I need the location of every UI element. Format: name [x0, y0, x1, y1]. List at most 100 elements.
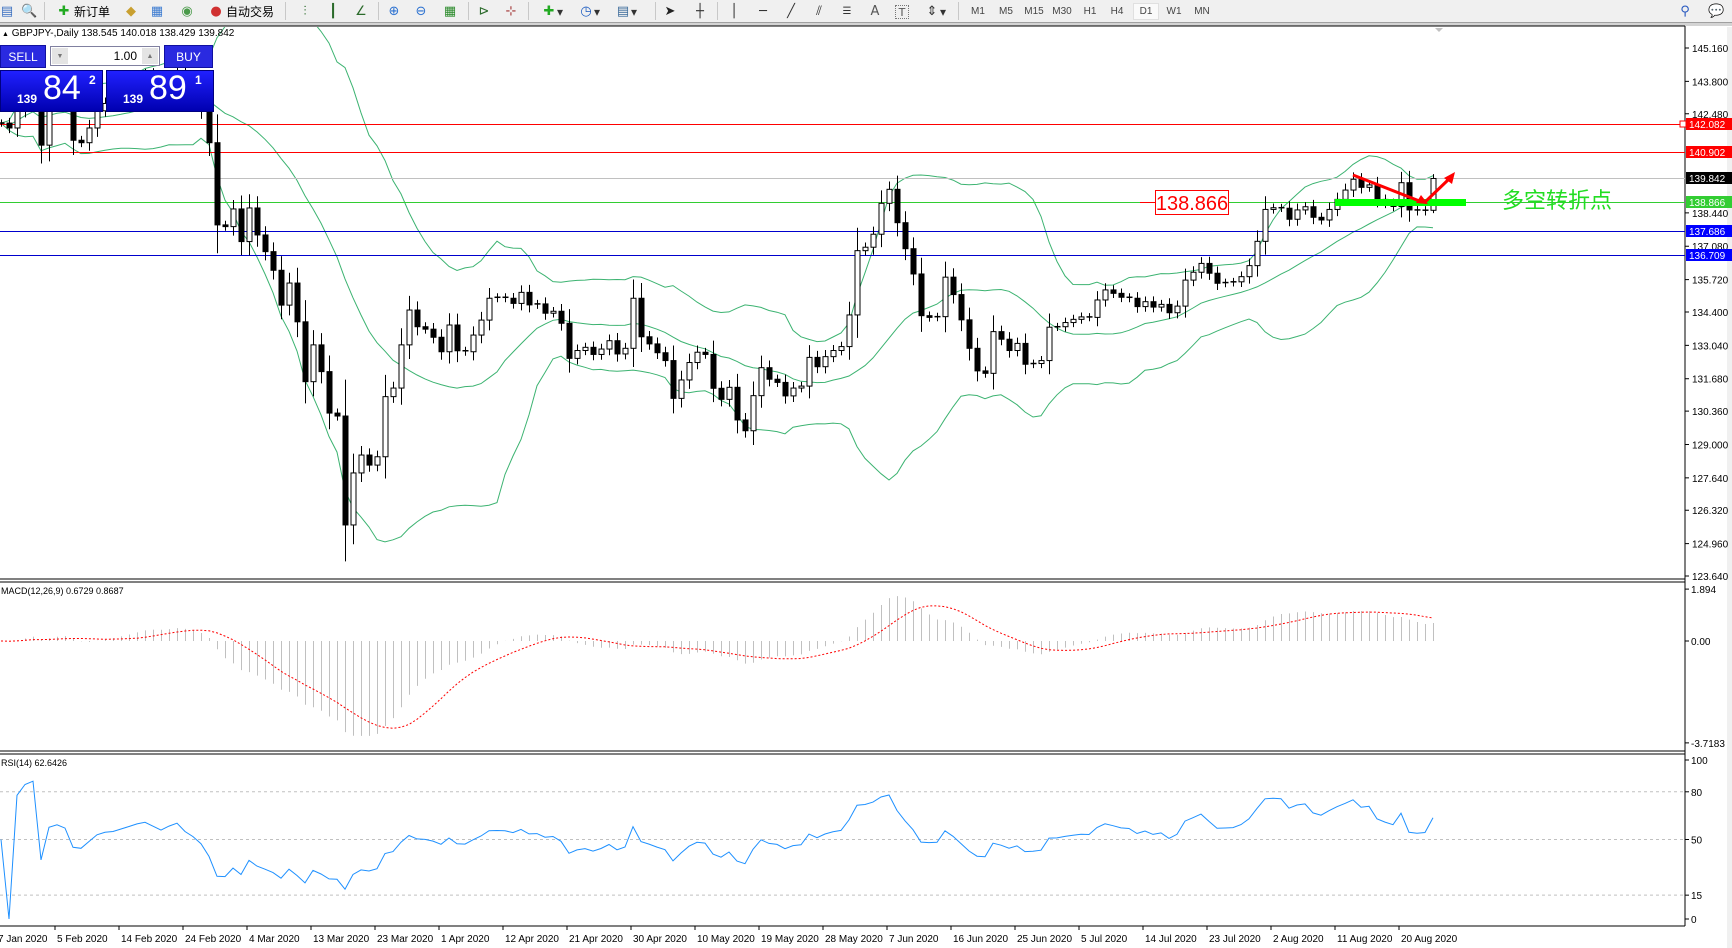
profiles-icon[interactable]: 🔍 [21, 3, 38, 19]
bar-chart-icon[interactable]: ⫶ [303, 3, 307, 19]
candle [814, 350, 821, 374]
indicators-icon[interactable]: ✚ ▾ [543, 3, 564, 19]
candle [1094, 291, 1101, 327]
candle [278, 256, 285, 320]
crosshair-icon[interactable]: ┼ [696, 3, 704, 19]
macd-signal-line [0, 605, 1434, 729]
candle-body [726, 386, 733, 400]
candle-body [382, 396, 389, 458]
candle-body [718, 387, 725, 400]
buy-price-box[interactable]: 139 89 1 [106, 69, 214, 112]
candle [590, 341, 597, 361]
arrows-icon[interactable]: ⇕ ▾ [926, 3, 947, 19]
trendline-icon[interactable]: ╱ [787, 3, 795, 19]
candle [358, 445, 365, 482]
horizontal-line-icon[interactable]: ─ [759, 3, 767, 19]
candle [1070, 314, 1077, 328]
line-chart-icon[interactable]: ∠ [355, 3, 367, 19]
sell-button[interactable]: SELL [0, 45, 46, 68]
timeframe-mn[interactable]: MN [1194, 6, 1210, 17]
candle [934, 312, 941, 322]
candle [646, 330, 653, 350]
templates-icon[interactable]: ▤ ▾ [616, 3, 638, 19]
timeframe-w1[interactable]: W1 [1166, 6, 1182, 17]
decrease-lot-icon[interactable]: ▼ [52, 48, 68, 64]
candle-body [1038, 360, 1045, 365]
candle-body [878, 202, 885, 235]
chart-shift-icon[interactable]: ⊹ [505, 3, 517, 19]
zoom-in-icon[interactable]: ⊕ [388, 3, 400, 19]
candle-body [334, 412, 341, 417]
high-value: 140.018 [120, 28, 157, 39]
new-order-button[interactable]: ✚ 新订单 [52, 2, 114, 21]
equidistant-channel-icon[interactable]: ⫽ [816, 3, 822, 19]
candle [1158, 299, 1165, 312]
chat-icon[interactable]: 💬 [1708, 3, 1725, 19]
candle-body [406, 309, 413, 346]
timeframe-m5[interactable]: M5 [999, 6, 1013, 17]
candle-body [414, 309, 421, 328]
increase-lot-icon[interactable]: ▲ [142, 48, 158, 64]
candle [414, 301, 421, 336]
text-icon[interactable]: A [870, 3, 880, 19]
candle [878, 190, 885, 248]
candlestick-icon[interactable]: ┃ [329, 3, 337, 19]
candle [1102, 283, 1109, 307]
metaeditor-icon[interactable]: ◆ [126, 3, 136, 19]
zoom-out-icon[interactable]: ⊖ [415, 3, 427, 19]
close-value: 139.842 [198, 28, 235, 39]
candle-body [478, 319, 485, 336]
candle-body [1326, 208, 1333, 221]
candle [1278, 203, 1285, 213]
tile-windows-icon[interactable]: ▦ [443, 3, 457, 19]
fibonacci-icon[interactable]: ☰ [842, 5, 852, 17]
candle [582, 342, 589, 356]
chart-menu-icon[interactable]: ▲ [2, 31, 9, 38]
candle [862, 242, 869, 256]
auto-trading-button[interactable]: ● 自动交易 [205, 2, 277, 21]
candle [1198, 257, 1205, 279]
signals-icon[interactable]: ◉ [181, 3, 193, 19]
rsi-tick-label: 15 [1691, 891, 1703, 902]
terminal-icon[interactable]: ▦ [150, 3, 164, 19]
timeframe-h4[interactable]: H4 [1110, 6, 1124, 17]
candle [1062, 317, 1069, 332]
periods-icon[interactable]: ◷ ▾ [580, 3, 601, 19]
text-label-icon[interactable]: T [892, 2, 912, 21]
candle-body [1094, 299, 1101, 318]
candle [422, 322, 429, 334]
new-chart-icon[interactable]: ▤ [0, 3, 14, 19]
date-label: 23 Mar 2020 [377, 934, 434, 945]
candle-body [358, 454, 365, 474]
candle-body [838, 346, 845, 352]
line-anchor-handle[interactable] [1679, 120, 1687, 128]
timeframe-m15[interactable]: M15 [1024, 6, 1044, 17]
candle [486, 288, 493, 331]
timeframe-d1[interactable]: D1 [1133, 3, 1159, 20]
candle-body [750, 395, 757, 432]
search-icon[interactable]: ⚲ [1680, 3, 1690, 19]
candle-body [206, 110, 213, 144]
line-price-label-text: 138.866 [1689, 198, 1726, 209]
candle-body [1174, 305, 1181, 314]
candle-body [526, 291, 533, 306]
timeframe-m1[interactable]: M1 [971, 6, 985, 17]
candle [670, 345, 677, 414]
lot-size-input[interactable]: 1.00 [113, 49, 137, 63]
autoscroll-icon[interactable]: ⊳ [478, 3, 490, 19]
candle-body [246, 207, 253, 243]
candle-body [558, 310, 565, 324]
candle-body [710, 353, 717, 389]
vertical-line-icon[interactable]: │ [730, 3, 738, 19]
toolbar-divider [0, 23, 1732, 26]
sell-price-box[interactable]: 139 84 2 [0, 69, 103, 112]
candle [734, 373, 741, 434]
lot-size-stepper[interactable]: ▼ 1.00 ▲ [50, 46, 160, 66]
candle [478, 311, 485, 344]
timeframe-m30[interactable]: M30 [1052, 6, 1072, 17]
timeframe-h1[interactable]: H1 [1083, 6, 1097, 17]
candle [534, 299, 541, 309]
buy-button[interactable]: BUY [164, 45, 213, 68]
cursor-icon[interactable]: ➤ [664, 3, 676, 19]
